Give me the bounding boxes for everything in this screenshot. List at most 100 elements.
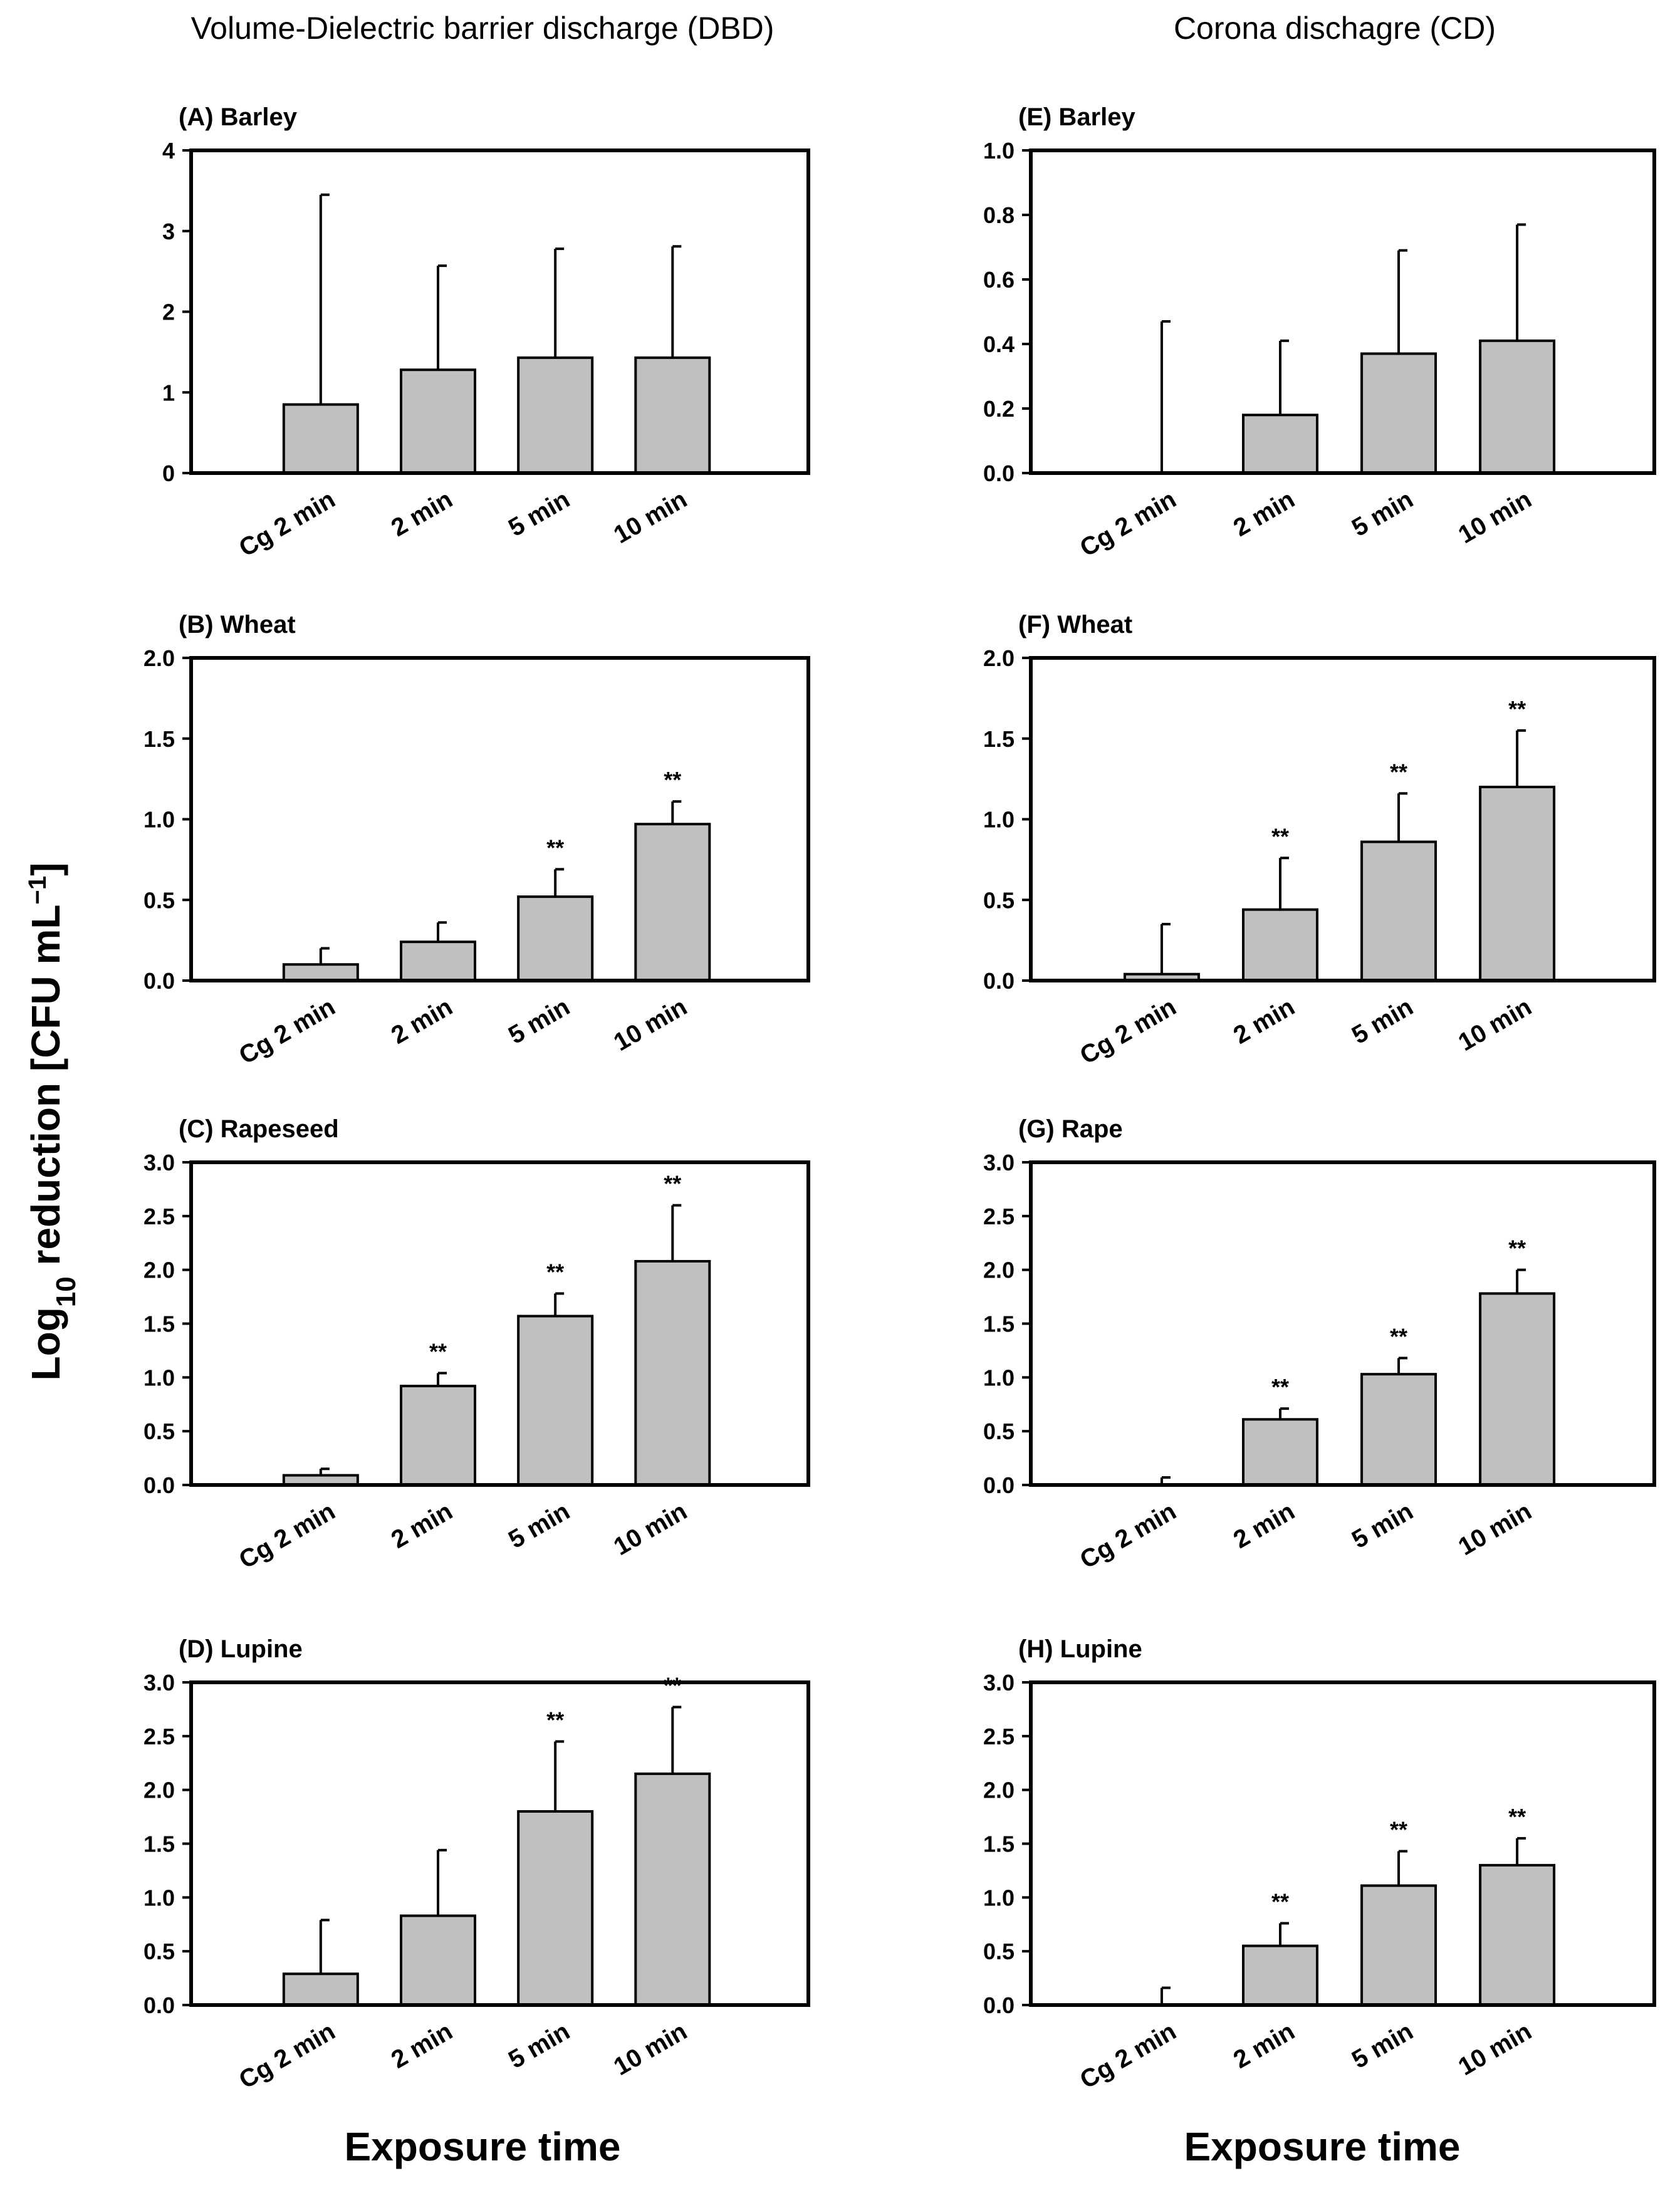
bar <box>1479 786 1556 982</box>
category-label: 10 min <box>609 993 692 1056</box>
bar <box>517 895 594 982</box>
category-label: Cg 2 min <box>234 993 340 1070</box>
y-tick-label: 1.0 <box>143 1885 175 1910</box>
y-tick-label: 0.5 <box>143 1939 175 1964</box>
panel-3: (C) Rapeseed 0.0 0.5 1.0 1.5 2.0 2.5 3.0 Cg 2 mi… <box>143 1115 810 1575</box>
bar <box>517 1810 594 2006</box>
y-axis-title: Log10 reduction [CFU mL−1] <box>23 863 81 1381</box>
category-label: Cg 2 min <box>1075 2018 1181 2095</box>
y-tick-label: 1.0 <box>983 138 1015 164</box>
y-tick-label: 1.0 <box>143 807 175 833</box>
y-tick-label: 0.5 <box>143 887 175 913</box>
y-tick-label: 1.5 <box>983 1311 1015 1337</box>
category-label: 10 min <box>1454 1498 1537 1561</box>
bar <box>1360 1884 1437 2006</box>
panel-title: (F) Wheat <box>1018 611 1132 638</box>
bar <box>634 356 711 475</box>
plot-frame <box>1029 148 1656 475</box>
bar <box>1479 1292 1556 1487</box>
bar <box>1242 1944 1318 2006</box>
significance-marker: ** <box>664 1672 681 1698</box>
significance-marker: ** <box>546 835 564 860</box>
significance-marker: ** <box>1508 696 1526 722</box>
significance-marker: ** <box>1271 1889 1289 1915</box>
panel-6: (F) Wheat 0.0 0.5 1.0 1.5 2.0 Cg 2 min ** 2 min *… <box>983 611 1656 1070</box>
y-tick-label: 2.0 <box>143 1778 175 1803</box>
category-label: Cg 2 min <box>1075 486 1181 563</box>
y-tick-label: 1.0 <box>143 1365 175 1390</box>
plot-frame <box>1029 1680 1656 2007</box>
category-label: Cg 2 min <box>1075 1498 1181 1575</box>
panel-title: (C) Rapeseed <box>179 1115 339 1143</box>
category-label: Cg 2 min <box>234 1498 340 1575</box>
category-label: 5 min <box>504 993 574 1050</box>
category-label: Cg 2 min <box>234 2018 340 2095</box>
y-tick-label: 0.0 <box>983 968 1015 994</box>
column-title-dbd: Volume-Dielectric barrier discharge (DBD… <box>191 11 775 46</box>
column-title-cd: Corona dischagre (CD) <box>1174 11 1496 46</box>
category-label: Cg 2 min <box>1075 993 1181 1070</box>
y-tick-label: 0.5 <box>983 1419 1015 1444</box>
y-tick-label: 2.0 <box>143 645 175 671</box>
category-label: 5 min <box>1347 1498 1417 1554</box>
y-tick-label: 1.5 <box>143 1311 175 1337</box>
y-tick-label: 0.8 <box>983 202 1015 228</box>
bar <box>517 356 594 475</box>
panel-title: (H) Lupine <box>1018 1635 1142 1663</box>
y-tick-label: 2.5 <box>143 1204 175 1229</box>
y-tick-label: 1.5 <box>143 1831 175 1857</box>
bar <box>517 1315 594 1487</box>
bar <box>1479 339 1556 474</box>
y-tick-label: 0.0 <box>143 1472 175 1498</box>
category-label: 2 min <box>387 486 457 542</box>
plot-frame <box>189 148 810 475</box>
y-tick-label: 0.0 <box>983 1472 1015 1498</box>
significance-marker: ** <box>1271 823 1289 849</box>
panel-title: (E) Barley <box>1018 103 1135 131</box>
y-tick-label: 0.0 <box>983 1992 1015 2018</box>
bar <box>400 1385 476 1486</box>
bar <box>400 1914 476 2006</box>
x-axis-title-right: Exposure time <box>1184 2124 1460 2169</box>
category-label: 10 min <box>1454 993 1537 1056</box>
category-label: 5 min <box>1347 993 1417 1050</box>
y-tick-label: 2.5 <box>143 1724 175 1749</box>
bar <box>1242 908 1318 982</box>
significance-marker: ** <box>1390 1817 1407 1843</box>
y-tick-label: 1 <box>162 380 175 405</box>
y-tick-label: 3 <box>162 219 175 244</box>
significance-marker: ** <box>1390 759 1407 784</box>
category-label: 5 min <box>1347 486 1417 542</box>
y-tick-label: 3.0 <box>983 1670 1015 1696</box>
panel-5: (E) Barley 0.0 0.2 0.4 0.6 0.8 1.0 Cg 2 min 2 mi… <box>983 103 1656 563</box>
category-label: 2 min <box>1229 993 1299 1050</box>
bar <box>282 963 359 982</box>
y-tick-label: 0.4 <box>983 331 1015 357</box>
significance-marker: ** <box>1508 1236 1526 1261</box>
category-label: Cg 2 min <box>234 486 340 563</box>
y-tick-label: 3.0 <box>143 1150 175 1175</box>
plot-frame <box>189 656 810 982</box>
category-label: 2 min <box>1229 486 1299 542</box>
panel-title: (A) Barley <box>179 103 298 131</box>
significance-marker: ** <box>664 767 681 793</box>
y-tick-label: 0.5 <box>983 1939 1015 1964</box>
plot-frame <box>189 1680 810 2007</box>
y-tick-label: 4 <box>162 138 175 164</box>
significance-marker: ** <box>1271 1374 1289 1400</box>
y-tick-label: 0.5 <box>983 887 1015 913</box>
y-tick-label: 1.0 <box>983 807 1015 833</box>
y-tick-label: 0.0 <box>143 968 175 994</box>
plot-frame <box>1029 1160 1656 1487</box>
category-label: 2 min <box>1229 1498 1299 1554</box>
bar <box>400 940 476 982</box>
y-tick-label: 3.0 <box>143 1670 175 1696</box>
y-tick-label: 0.0 <box>983 461 1015 486</box>
panel-title: (G) Rape <box>1018 1115 1123 1143</box>
y-tick-label: 2.0 <box>983 1778 1015 1803</box>
significance-marker: ** <box>546 1707 564 1732</box>
panel-8: (H) Lupine 0.0 0.5 1.0 1.5 2.0 2.5 3.0 Cg 2 min *… <box>983 1635 1656 2095</box>
category-label: 10 min <box>609 1498 692 1561</box>
